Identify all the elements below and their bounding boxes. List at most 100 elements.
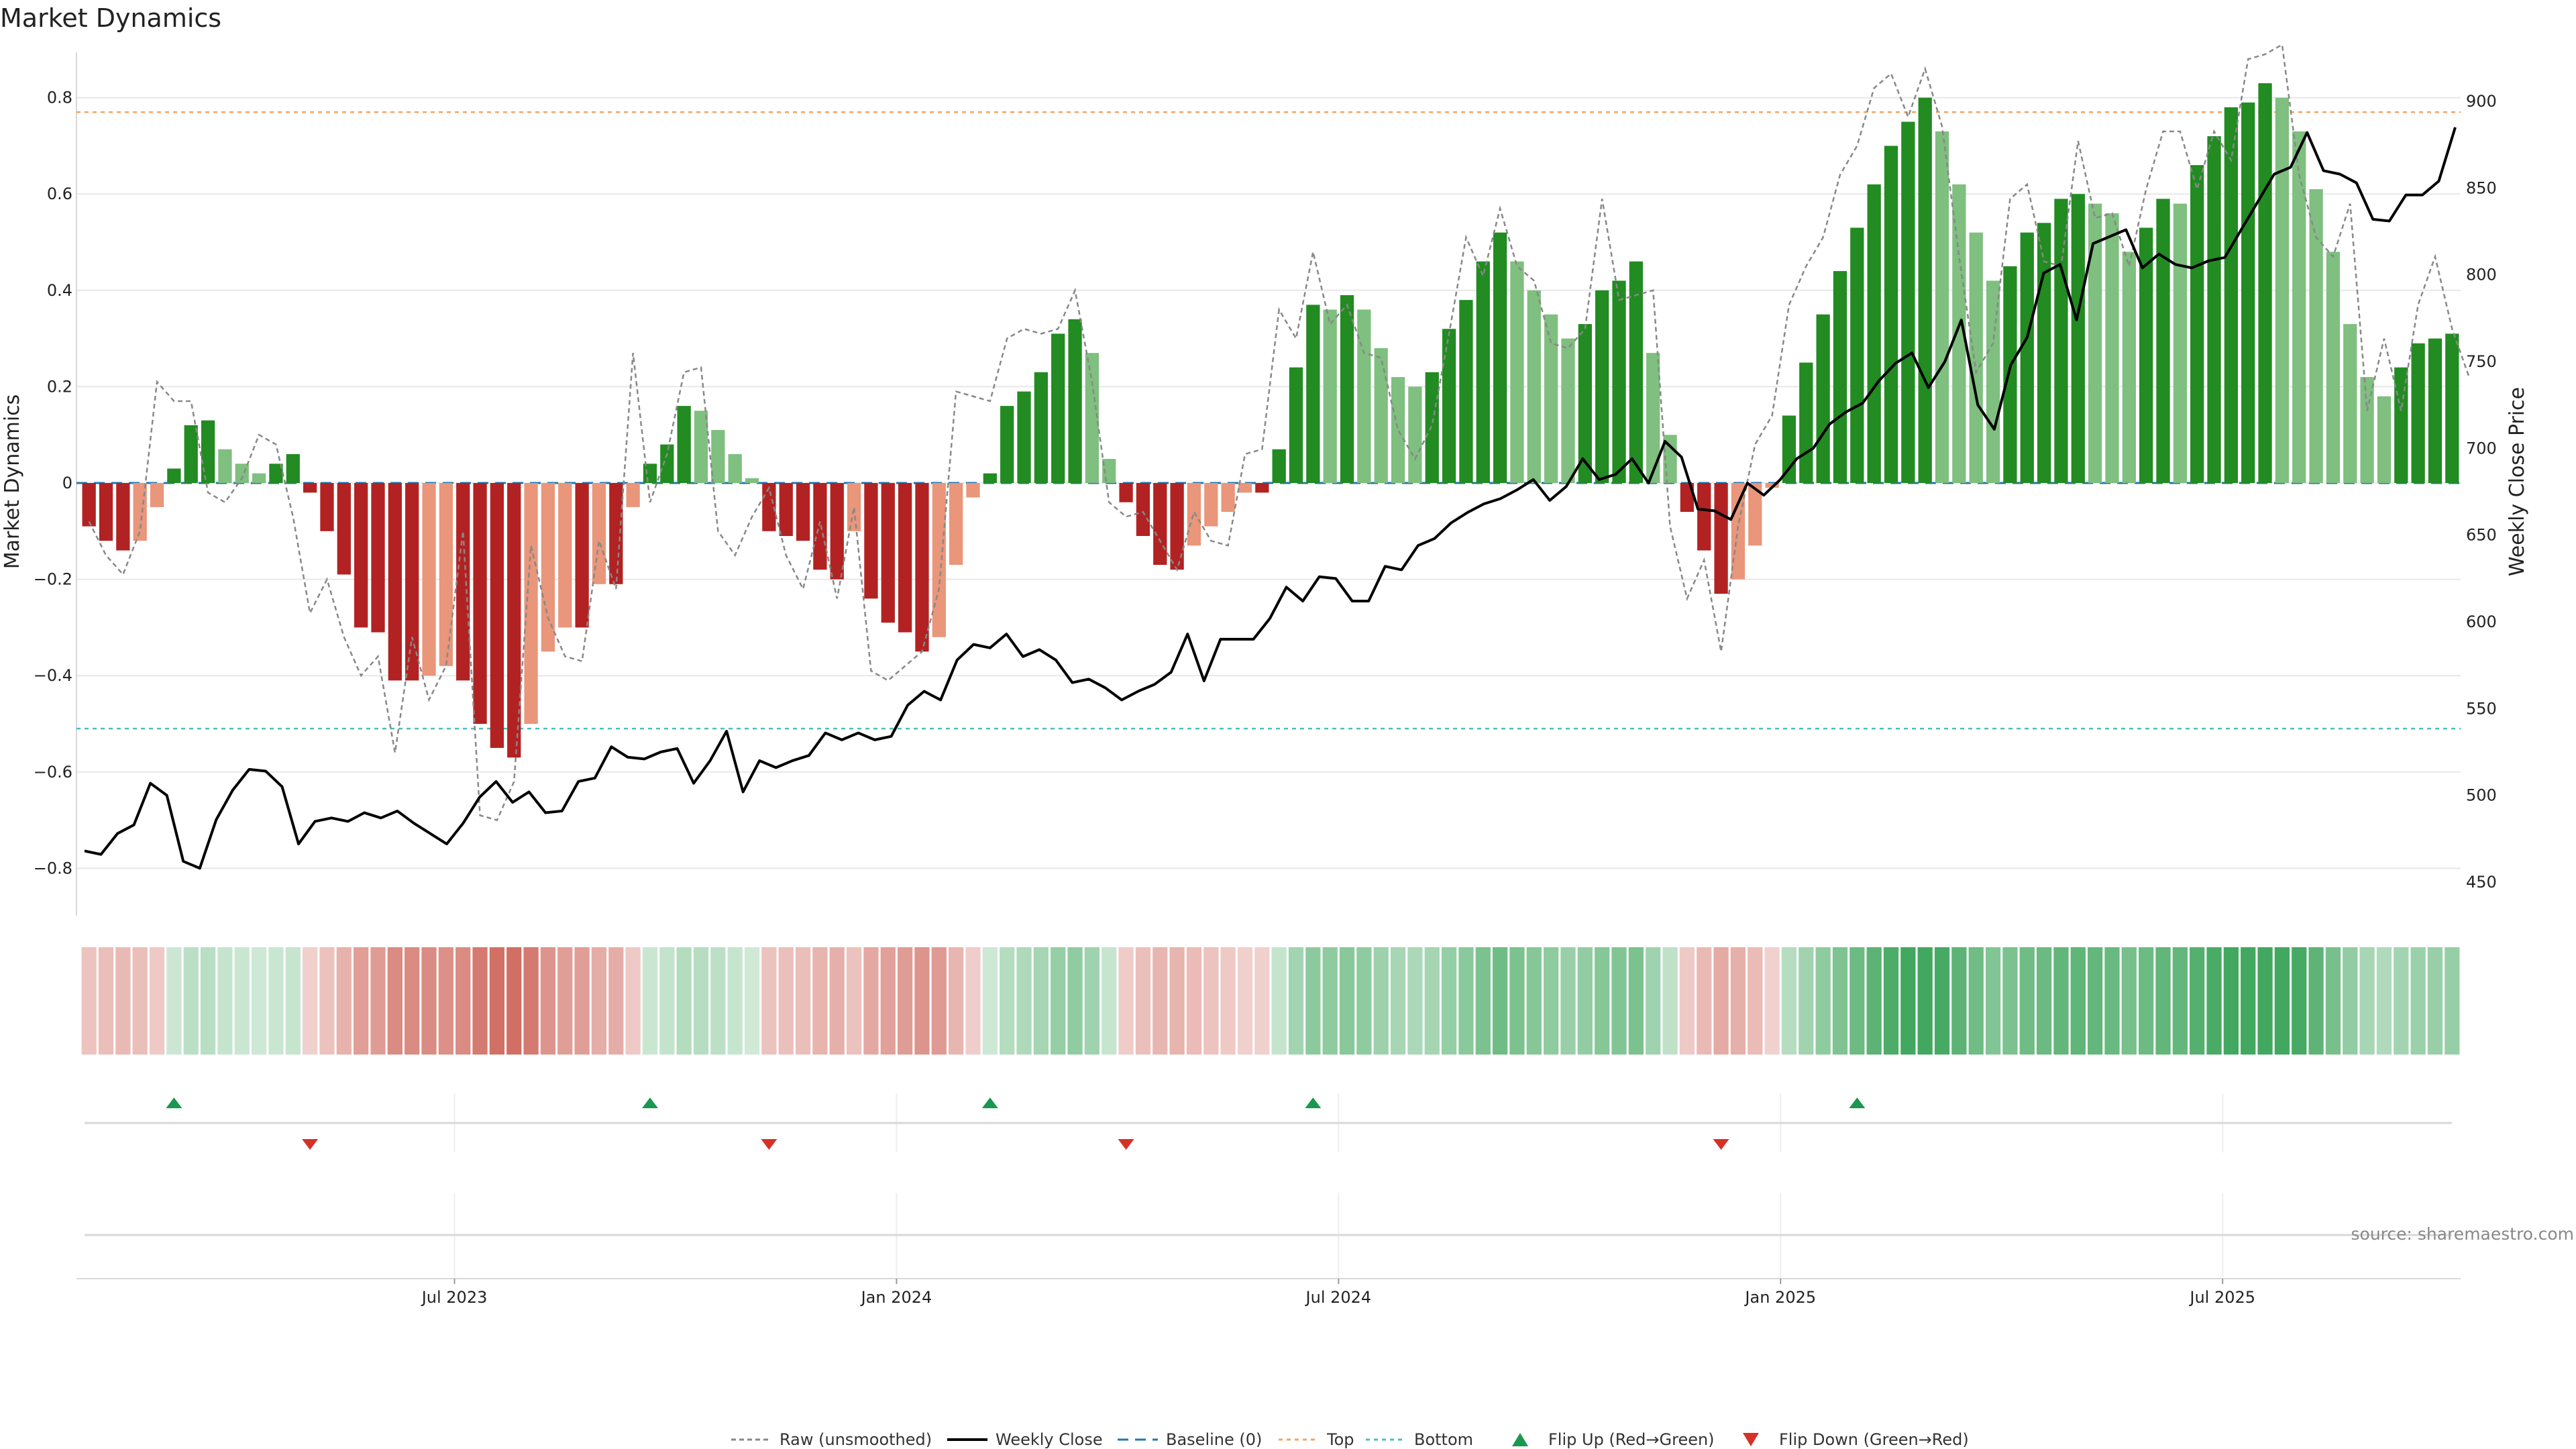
bar — [1272, 449, 1286, 483]
bar — [371, 483, 385, 633]
strip-cell — [829, 947, 845, 1055]
legend-label: Top — [1326, 1430, 1354, 1449]
strip-cell — [710, 947, 726, 1055]
strip-cell — [693, 947, 709, 1055]
bar — [354, 483, 368, 628]
empty-panel — [76, 1193, 2461, 1279]
strip-cell — [1662, 947, 1678, 1055]
bar — [813, 483, 827, 570]
bar — [1221, 483, 1235, 513]
bar — [286, 453, 300, 483]
bar — [1442, 329, 1456, 483]
bar — [728, 453, 742, 483]
strip-cell — [2190, 947, 2205, 1055]
bar — [1918, 97, 1932, 484]
strip-cell — [2257, 947, 2273, 1055]
strip-cell — [472, 947, 488, 1055]
strip-cell — [846, 947, 862, 1055]
bar — [592, 483, 606, 584]
y-left-tick-label: −0.6 — [34, 763, 72, 782]
bar — [473, 483, 487, 724]
strip-cell — [2172, 947, 2188, 1055]
bar — [2173, 203, 2187, 483]
y-right-tick-label: 600 — [2466, 612, 2497, 631]
legend-label: Flip Down (Green→Red) — [1779, 1430, 1969, 1449]
y-right-tick-label: 800 — [2466, 266, 2497, 284]
x-tick-label: Jul 2024 — [1305, 1288, 1372, 1307]
bar — [898, 483, 912, 633]
bar — [881, 483, 895, 623]
strip-cell — [354, 947, 369, 1055]
bar — [116, 483, 130, 551]
bar — [966, 483, 980, 498]
bar — [1425, 372, 1439, 483]
strip-cell — [115, 947, 131, 1055]
bar — [2207, 136, 2221, 484]
strip-cell — [421, 947, 437, 1055]
bar — [337, 483, 351, 575]
bar — [320, 483, 334, 531]
bar — [1595, 290, 1609, 483]
strip-cell — [1186, 947, 1202, 1055]
bar — [2360, 377, 2374, 483]
bar — [1170, 483, 1184, 570]
bar — [983, 473, 997, 483]
strip-cell — [1748, 947, 1763, 1055]
bar — [490, 483, 504, 748]
bar — [388, 483, 402, 681]
strip-cell — [268, 947, 284, 1055]
legend: Raw (unsmoothed) Weekly Close Baseline (0)… — [731, 1430, 1969, 1449]
strip-cell — [234, 947, 250, 1055]
bar — [1374, 347, 1388, 483]
flip-down-marker — [761, 1139, 777, 1150]
bar — [1799, 362, 1813, 483]
flip-up-marker — [1305, 1097, 1322, 1108]
strip-cell — [1560, 947, 1576, 1055]
strip-cell — [608, 947, 624, 1055]
strip-cell — [1526, 947, 1542, 1055]
bar — [1986, 280, 2000, 483]
bar — [1051, 333, 1065, 483]
bar — [1119, 483, 1133, 502]
strip-cell — [98, 947, 114, 1055]
strip-cell — [1373, 947, 1389, 1055]
bar — [2258, 83, 2272, 483]
strip-cell — [591, 947, 607, 1055]
bar — [660, 444, 674, 483]
strip-cell — [1646, 947, 1661, 1055]
y-left-tick-label: 0 — [62, 474, 72, 492]
strip-cell — [1118, 947, 1134, 1055]
bar — [2105, 213, 2119, 483]
bar — [1646, 353, 1660, 483]
strip-cell — [727, 947, 743, 1055]
strip-cell — [1934, 947, 1950, 1055]
bar — [1952, 184, 1966, 483]
flip-down-marker — [1713, 1139, 1729, 1150]
strip-cell — [1713, 947, 1729, 1055]
axis-ticks: −0.8 −0.6 −0.4 −0.2 0 0.2 0.4 0.6 0.8 450 500 550 60… — [34, 89, 2497, 892]
strip-cell — [2359, 947, 2375, 1055]
bar — [1238, 483, 1252, 493]
strip-cell — [2410, 947, 2426, 1055]
strip-cell — [897, 947, 913, 1055]
bar — [1255, 483, 1269, 493]
strip-cell — [1475, 947, 1491, 1055]
bar — [949, 483, 963, 566]
close-line — [84, 127, 2457, 870]
bar — [2241, 102, 2255, 483]
strip-cell — [2206, 947, 2222, 1055]
strip-cell — [625, 947, 641, 1055]
strip-cell — [2343, 947, 2358, 1055]
bar — [456, 483, 470, 681]
y-left-axis-title: Market Dynamics — [1, 394, 24, 570]
bar — [405, 483, 419, 681]
strip-cell — [2445, 947, 2460, 1055]
bar — [779, 483, 793, 536]
bar — [1357, 309, 1371, 483]
bar — [303, 483, 317, 493]
bar — [1816, 314, 1830, 483]
bar — [1017, 391, 1031, 483]
strip-cell — [1016, 947, 1032, 1055]
legend-swatch — [1743, 1433, 1759, 1446]
bar — [1561, 338, 1575, 483]
